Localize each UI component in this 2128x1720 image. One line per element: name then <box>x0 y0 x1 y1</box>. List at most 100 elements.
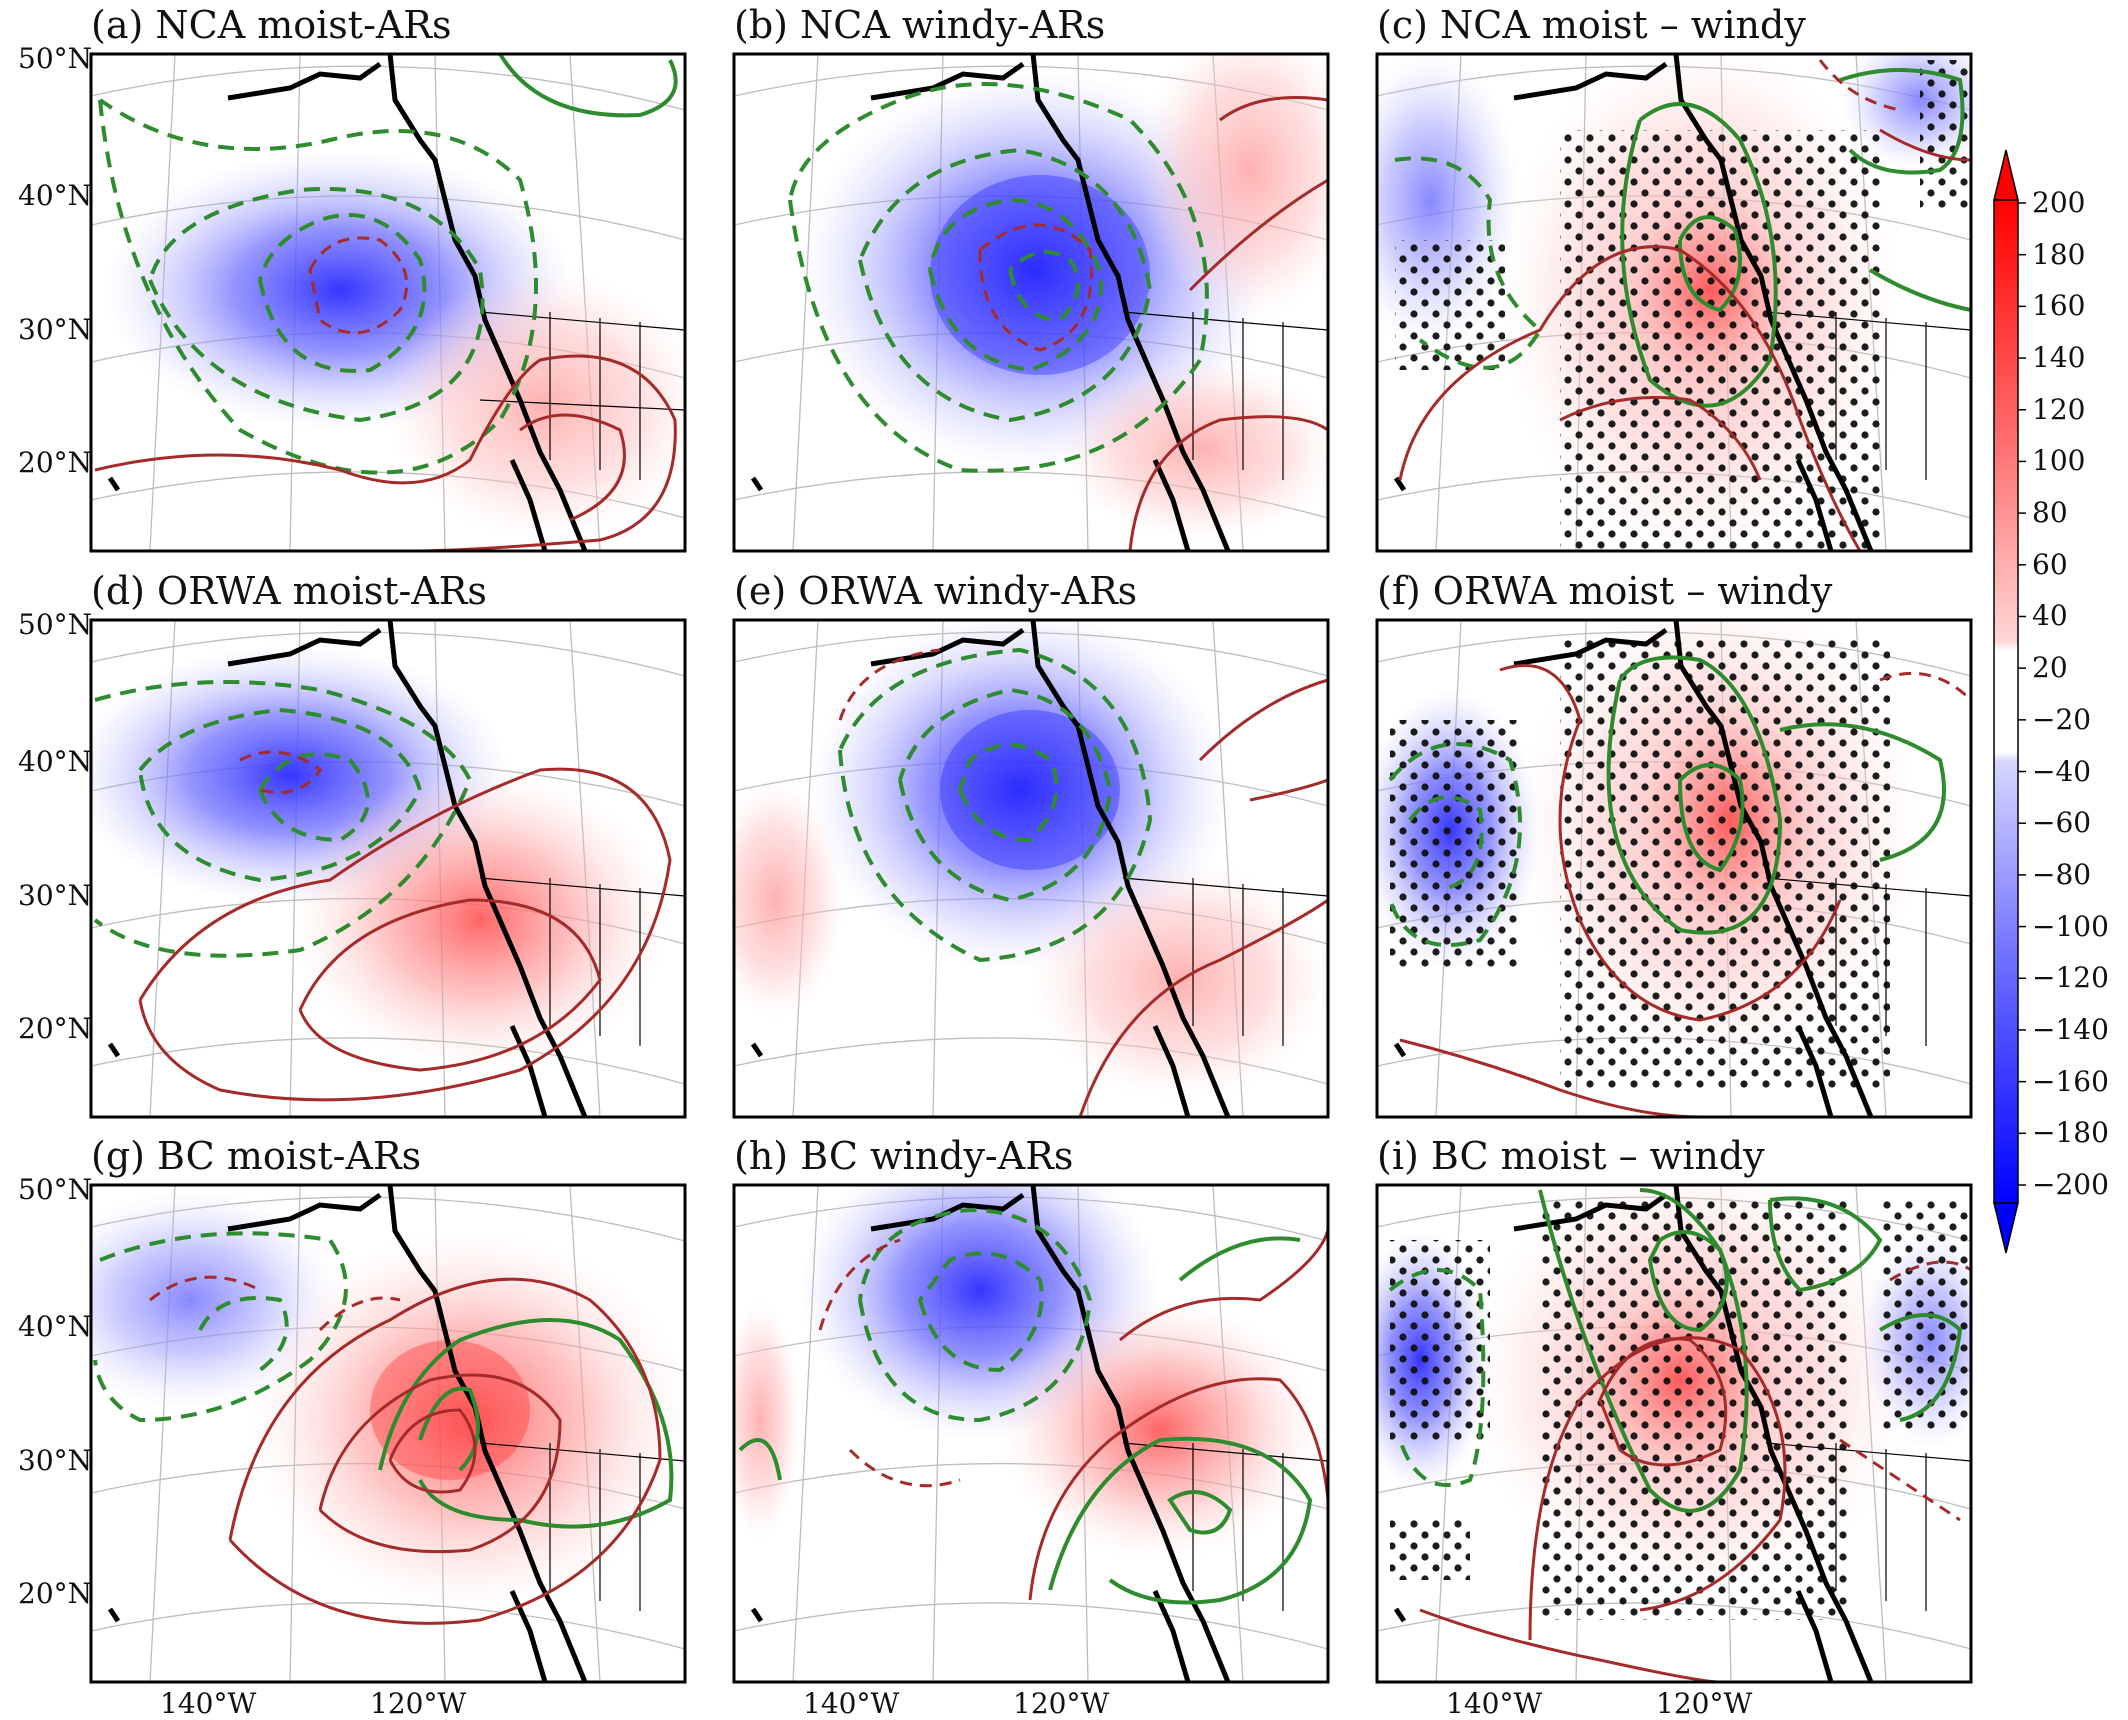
panel-d-map <box>91 620 685 1117</box>
panel-b-map <box>734 54 1328 551</box>
panel-b-title: (b) NCA windy-ARs <box>734 3 1106 47</box>
colorbar-tick-label: −180 <box>2032 1116 2109 1150</box>
red-contours <box>1399 664 1971 1117</box>
colorbar-tick-label: 200 <box>2032 186 2086 219</box>
lat-label: 40°N <box>18 179 93 212</box>
panel-h-title: (h) BC windy-ARs <box>734 1134 1074 1178</box>
lat-label: 50°N <box>18 1173 93 1206</box>
panel-c-title: (c) NCA moist – windy <box>1377 3 1806 47</box>
colorbar-tick-label: 180 <box>2032 237 2086 271</box>
lat-label: 20°N <box>18 1012 93 1045</box>
red-contours <box>1419 1260 1971 1682</box>
anomaly-fill-positive <box>1000 1300 1320 1560</box>
border-lines <box>1122 1442 1328 1611</box>
lat-label: 30°N <box>18 313 93 346</box>
coastline <box>1393 620 1874 1117</box>
lat-label: 20°N <box>18 1577 93 1610</box>
colorbar-extend-top <box>1993 149 2019 201</box>
colorbar-tick-label: 160 <box>2032 289 2086 323</box>
red-contours <box>818 1229 1328 1601</box>
green-contours <box>738 1207 1313 1605</box>
border-lines <box>1122 311 1328 480</box>
panel-h-map <box>734 1185 1328 1682</box>
lon-label: 120°W <box>370 1687 467 1720</box>
colorbar-tick-label: −40 <box>2032 754 2092 788</box>
colorbar-tick-label: −60 <box>2032 806 2092 840</box>
red-contours <box>978 96 1328 551</box>
coastline <box>107 54 588 551</box>
colorbar <box>1993 149 2026 1254</box>
colorbar-tick-label: 20 <box>2032 651 2068 685</box>
coastline <box>1393 1185 1874 1682</box>
lon-label: 140°W <box>803 1687 900 1720</box>
colorbar-tick-label: −20 <box>2032 702 2092 736</box>
colorbar-extend-bottom <box>1993 1202 2019 1254</box>
panel-e-map <box>734 620 1328 1117</box>
colorbar-tick-label: 140 <box>2032 341 2086 375</box>
anomaly-fill-positive <box>290 770 670 1070</box>
significance-stippling <box>1395 240 1505 370</box>
red-contours <box>138 750 672 1102</box>
lat-label: 20°N <box>18 446 93 479</box>
coastline <box>750 620 1231 1117</box>
border-lines <box>1765 311 1971 480</box>
lon-label: 120°W <box>1013 1687 1110 1720</box>
colorbar-tick-label: −200 <box>2032 1168 2109 1201</box>
lon-label: 140°W <box>1446 1687 1543 1720</box>
colorbar-tick-label: 40 <box>2032 599 2068 633</box>
green-contours <box>93 680 473 958</box>
red-contours <box>838 648 1328 1117</box>
lat-label: 40°N <box>18 1310 93 1343</box>
panel-i-map <box>1377 1185 1971 1682</box>
border-lines <box>1765 877 1971 1046</box>
red-contours <box>1398 59 1971 551</box>
significance-stippling <box>1560 130 1880 551</box>
border-lines <box>1765 1442 1971 1611</box>
anomaly-fill-positive <box>385 270 685 540</box>
anomaly-fill-positive <box>1140 54 1328 320</box>
lon-label: 120°W <box>1656 1687 1753 1720</box>
green-contours <box>838 647 1153 963</box>
coastline <box>750 54 1231 551</box>
lat-label: 50°N <box>18 608 93 641</box>
green-contours <box>788 82 1209 473</box>
red-contours <box>149 1275 662 1625</box>
lat-label: 50°N <box>18 42 93 75</box>
green-contours <box>1394 68 1971 408</box>
colorbar-tick-label: 60 <box>2032 547 2068 581</box>
colorbar-body <box>1993 199 2019 1204</box>
panel-f-title: (f) ORWA moist – windy <box>1377 569 1833 613</box>
colorbar-tick-label: 100 <box>2032 444 2086 478</box>
colorbar-tick-label: −140 <box>2032 1012 2109 1046</box>
colorbar-tick-label: −80 <box>2032 857 2092 891</box>
lat-label: 30°N <box>18 1444 93 1477</box>
border-lines <box>479 1442 685 1611</box>
panel-g-map <box>91 1185 685 1682</box>
colorbar-tick-label: −160 <box>2032 1064 2109 1098</box>
panel-frames <box>89 52 1973 1684</box>
panel-g-title: (g) BC moist-ARs <box>91 1134 422 1178</box>
colorbar-tick-label: −120 <box>2032 961 2109 995</box>
significance-stippling <box>1390 1520 1470 1580</box>
anomaly-fill-positive <box>1060 360 1328 540</box>
lat-label: 40°N <box>18 745 93 778</box>
border-lines <box>479 877 685 1046</box>
green-contours <box>1388 1188 1963 1513</box>
colorbar-tick-label: 120 <box>2032 392 2086 426</box>
colorbar-tick-label: 80 <box>2032 496 2068 530</box>
border-lines <box>479 311 685 480</box>
green-contours <box>1388 655 1946 947</box>
lat-label: 30°N <box>18 879 93 912</box>
green-contours <box>98 54 678 475</box>
panel-a-map <box>91 54 685 551</box>
panel-d-title: (d) ORWA moist-ARs <box>91 569 487 613</box>
panel-e-title: (e) ORWA windy-ARs <box>734 569 1138 613</box>
panel-a-title: (a) NCA moist-ARs <box>91 3 452 47</box>
lon-label: 140°W <box>160 1687 257 1720</box>
red-contours <box>94 236 677 551</box>
border-lines <box>1122 877 1328 1046</box>
anomaly-fill-positive <box>734 780 845 1020</box>
panel-i-title: (i) BC moist – windy <box>1377 1134 1765 1178</box>
panel-f-map <box>1377 620 1971 1117</box>
